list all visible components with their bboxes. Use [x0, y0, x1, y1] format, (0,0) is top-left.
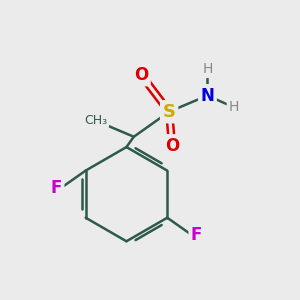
- Text: H: H: [202, 62, 213, 76]
- Text: O: O: [165, 136, 179, 154]
- Text: S: S: [163, 103, 176, 121]
- Text: CH₃: CH₃: [84, 114, 107, 127]
- Text: F: F: [191, 226, 202, 244]
- Text: O: O: [134, 66, 148, 84]
- Text: H: H: [229, 100, 239, 114]
- Text: N: N: [200, 86, 214, 104]
- Text: F: F: [51, 178, 62, 196]
